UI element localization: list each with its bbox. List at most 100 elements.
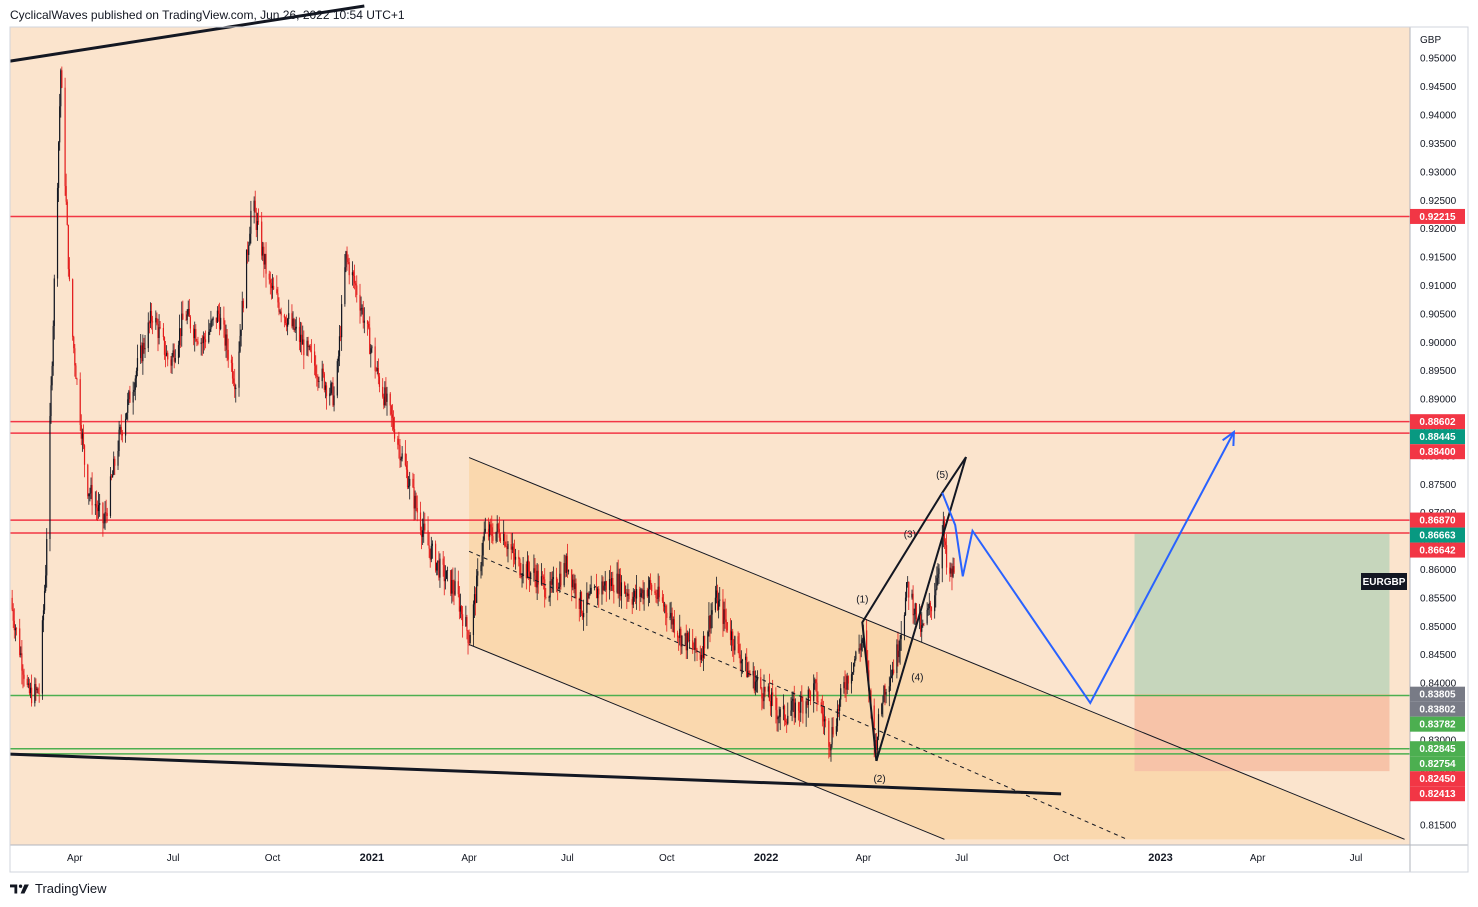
candle-body — [135, 370, 137, 379]
candle-576 — [882, 695, 884, 718]
price-chart[interactable]: (1)(2)(3)(4)(5) 0.950000.945000.940000.9… — [0, 0, 1478, 875]
candle-104 — [167, 350, 169, 367]
candle-156 — [247, 241, 249, 264]
candle-body — [722, 599, 724, 624]
candle-body — [302, 339, 304, 345]
candle-body — [120, 427, 122, 433]
candle-body — [446, 570, 449, 571]
candle-body — [416, 507, 418, 513]
candle-154 — [242, 298, 244, 313]
candle-543 — [831, 717, 833, 748]
candle-body — [287, 318, 289, 327]
candle-280 — [435, 540, 437, 573]
candle-175 — [276, 275, 278, 295]
candle-body — [422, 530, 424, 537]
candle-body — [497, 523, 499, 529]
candle-body — [567, 569, 570, 572]
level-badge-text: 0.82450 — [1419, 774, 1456, 785]
candle-0 — [11, 589, 13, 612]
candle-345 — [533, 554, 535, 582]
candle-460 — [707, 630, 709, 650]
candle-125 — [200, 338, 202, 356]
candle-body — [935, 589, 937, 596]
candle-306 — [473, 586, 476, 619]
time-tick-3: 2021 — [360, 852, 384, 864]
candle-327 — [505, 541, 507, 548]
candle-449 — [688, 628, 691, 649]
candle-24 — [46, 528, 48, 588]
candle-body — [110, 476, 113, 478]
price-tick-22: 0.84000 — [1420, 679, 1457, 690]
candle-76 — [126, 412, 128, 420]
candle-body — [632, 596, 634, 605]
candle-body — [514, 556, 517, 560]
candle-body — [575, 583, 577, 599]
candle-body — [605, 581, 607, 590]
level-badge-bg — [1410, 444, 1465, 460]
candle-body — [945, 545, 948, 568]
candle-body — [571, 569, 573, 588]
candle-body — [316, 376, 318, 378]
candle-body — [718, 600, 720, 610]
candle-body — [884, 685, 886, 695]
candle-352 — [543, 574, 545, 590]
candle-body — [642, 589, 644, 600]
candle-body — [369, 327, 371, 354]
candle-144 — [227, 338, 229, 368]
candle-6 — [20, 646, 22, 658]
candle-body — [647, 589, 650, 597]
candle-364 — [560, 561, 562, 590]
candle-body — [627, 593, 629, 597]
candle-body — [53, 278, 55, 327]
candle-2 — [13, 608, 15, 639]
candle-body — [211, 320, 213, 321]
candle-350 — [540, 563, 543, 586]
candle-body — [204, 339, 207, 343]
candle-body — [156, 317, 158, 325]
candle-body — [390, 405, 392, 415]
footer-brand[interactable]: TradingView — [10, 881, 107, 896]
price-tick-21: 0.84500 — [1420, 650, 1457, 661]
candle-body — [256, 221, 258, 230]
candle-572 — [875, 732, 877, 755]
candle-206 — [322, 363, 324, 378]
candle-body — [589, 593, 591, 595]
candle-535 — [820, 698, 822, 714]
candle-46 — [80, 414, 82, 446]
candle-383 — [589, 584, 591, 596]
candle-body — [952, 566, 954, 577]
level-badge-2: 0.88445 — [1410, 429, 1465, 445]
candle-60 — [102, 501, 104, 537]
candle-173 — [271, 274, 274, 299]
candle-423 — [649, 573, 652, 590]
wave-label-1: (2) — [873, 774, 885, 785]
candle-146 — [231, 356, 234, 384]
candle-32 — [59, 93, 61, 151]
candle-494 — [756, 670, 759, 693]
candle-201 — [315, 355, 317, 379]
candle-106 — [171, 353, 173, 375]
candle-body — [761, 688, 763, 699]
level-badge-1: 0.88602 — [1410, 414, 1465, 430]
candle-body — [34, 684, 36, 704]
candle-body — [928, 602, 930, 609]
candle-534 — [817, 691, 819, 705]
candle-203 — [317, 374, 319, 391]
price-tick-7: 0.91500 — [1420, 253, 1457, 264]
candle-191 — [299, 321, 302, 353]
candle-188 — [294, 319, 296, 333]
candle-body — [80, 425, 82, 439]
candle-82 — [134, 375, 136, 401]
candle-218 — [339, 325, 342, 342]
candle-body — [792, 698, 794, 701]
candle-body — [831, 727, 833, 745]
candle-19 — [38, 683, 40, 703]
candle-93 — [150, 303, 153, 330]
candle-387 — [595, 573, 598, 599]
candle-61 — [103, 513, 105, 529]
candle-544 — [832, 716, 834, 738]
candle-105 — [170, 356, 172, 374]
candle-391 — [602, 576, 604, 595]
candle-583 — [891, 661, 894, 683]
candle-body — [624, 582, 626, 594]
